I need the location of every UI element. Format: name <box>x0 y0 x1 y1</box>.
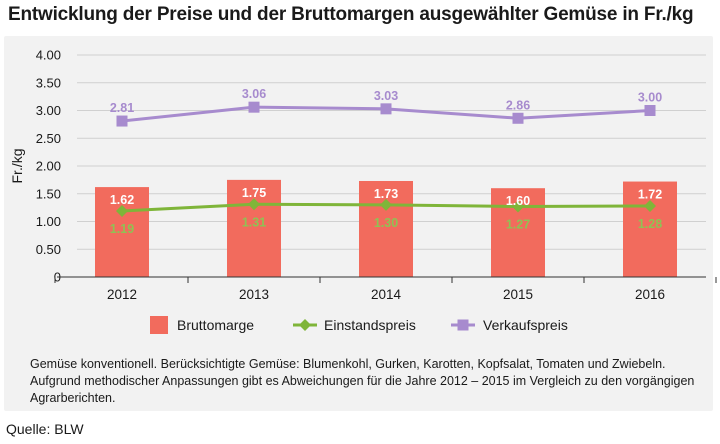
verkaufspreis-point <box>248 101 260 113</box>
verkaufspreis-data-label: 3.06 <box>242 87 266 101</box>
verkaufspreis-point <box>644 105 656 116</box>
footnote-line-2: Aufgrund methodischer Anpassungen gibt e… <box>30 374 695 388</box>
legend-marker-einstandspreis <box>299 319 311 331</box>
legend-swatch-bruttomarge <box>150 316 168 334</box>
bar-bruttomarge <box>623 181 677 277</box>
einstandspreis-data-label: 1.27 <box>506 218 530 232</box>
einstandspreis-point <box>116 204 128 217</box>
y-tick-label: 4.00 <box>36 48 61 63</box>
x-tick-label: 2013 <box>239 287 269 302</box>
y-tick-label: 3.00 <box>36 103 61 118</box>
chart-title: Entwicklung der Preise und der Bruttomar… <box>8 4 694 25</box>
verkaufspreis-data-label: 2.86 <box>506 98 530 112</box>
x-tick-label: 2012 <box>107 287 137 302</box>
einstandspreis-data-label: 1.28 <box>638 217 662 231</box>
source-label: Quelle: BLW <box>6 421 84 437</box>
y-tick-label: 2.00 <box>36 159 61 174</box>
legend-label-bruttomarge: Bruttomarge <box>177 317 254 333</box>
y-tick-label: 3.50 <box>36 75 61 90</box>
bar-bruttomarge <box>227 179 281 277</box>
bar-data-label: 1.75 <box>242 186 266 200</box>
einstandspreis-data-label: 1.19 <box>110 222 134 236</box>
verkaufspreis-data-label: 2.81 <box>110 101 134 115</box>
einstandspreis-point <box>248 198 260 211</box>
x-tick-label: 2014 <box>371 287 402 302</box>
verkaufspreis-point <box>512 112 524 124</box>
legend-label-einstandspreis: Einstandspreis <box>324 317 416 333</box>
einstandspreis-point <box>644 199 656 212</box>
legend-label-verkaufspreis: Verkaufspreis <box>483 317 568 333</box>
x-tick-label: 2015 <box>503 287 533 302</box>
y-tick-label: 2.50 <box>36 131 61 146</box>
y-tick-label: 0.50 <box>36 242 61 257</box>
einstandspreis-data-label: 1.31 <box>242 215 266 229</box>
y-axis-label: Fr./kg <box>9 148 25 183</box>
bar-data-label: 1.72 <box>638 188 662 202</box>
bar-bruttomarge <box>359 180 413 277</box>
einstandspreis-point <box>380 198 392 211</box>
verkaufspreis-point <box>116 115 128 127</box>
bar-data-label: 1.73 <box>374 187 398 201</box>
chart-footnote: Gemüse konventionell. Berücksichtigte Ge… <box>30 356 700 407</box>
bar-data-label: 1.60 <box>506 194 530 208</box>
y-tick-label: 1.50 <box>36 186 61 201</box>
bar-data-label: 1.62 <box>110 193 134 207</box>
verkaufspreis-data-label: 3.03 <box>374 89 398 103</box>
x-tick-label: 2016 <box>635 287 665 302</box>
y-tick-label: 1.00 <box>36 214 61 229</box>
footnote-line-3: Agrarberichten. <box>30 391 116 405</box>
einstandspreis-point <box>512 200 524 213</box>
verkaufspreis-data-label: 3.00 <box>638 91 662 105</box>
einstandspreis-data-label: 1.30 <box>374 216 398 230</box>
footnote-line-1: Gemüse konventionell. Berücksichtigte Ge… <box>30 357 666 371</box>
bar-bruttomarge <box>95 187 149 277</box>
legend-marker-verkaufspreis <box>457 319 469 331</box>
verkaufspreis-point <box>380 103 392 115</box>
